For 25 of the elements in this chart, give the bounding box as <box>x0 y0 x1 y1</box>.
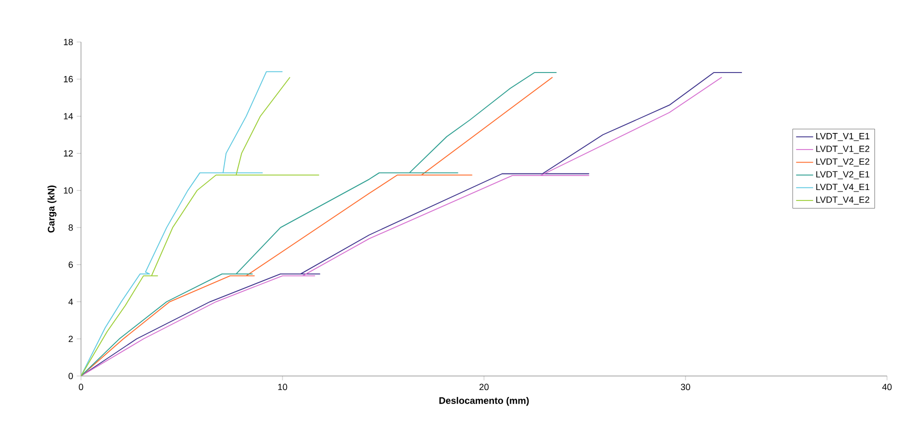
y-tick-label: 12 <box>64 150 73 156</box>
legend-label: LVDT_V1_E2 <box>816 146 870 154</box>
y-tick-label: 8 <box>68 224 73 231</box>
x-tick-label: 40 <box>882 384 892 390</box>
legend-label: LVDT_V4_E2 <box>816 196 870 205</box>
legend-label: LVDT_V2_E1 <box>816 171 870 180</box>
y-tick-label: 6 <box>68 261 73 268</box>
y-tick-label: 4 <box>68 298 73 305</box>
y-tick-label: 0 <box>68 372 73 380</box>
y-tick-label: 16 <box>64 76 73 82</box>
y-tick-label: 10 <box>64 187 73 194</box>
x-tick-label: 20 <box>479 384 489 390</box>
y-tick-label: 18 <box>64 38 73 46</box>
legend-label: LVDT_V1_E1 <box>816 133 870 141</box>
x-tick-label: 30 <box>680 384 690 390</box>
y-axis-title: Carga (kN) <box>48 186 56 233</box>
x-tick-label: 10 <box>278 384 288 390</box>
x-axis-title: Deslocamento (mm) <box>439 396 529 406</box>
line-series <box>81 76 320 376</box>
y-tick-label: 2 <box>68 336 73 342</box>
line-series <box>81 71 283 376</box>
x-tick-label: 0 <box>78 384 84 390</box>
legend-label: LVDT_V4_E1 <box>816 184 870 192</box>
legend-label: LVDT_V2_E2 <box>816 158 870 166</box>
y-tick-label: 14 <box>64 113 73 120</box>
